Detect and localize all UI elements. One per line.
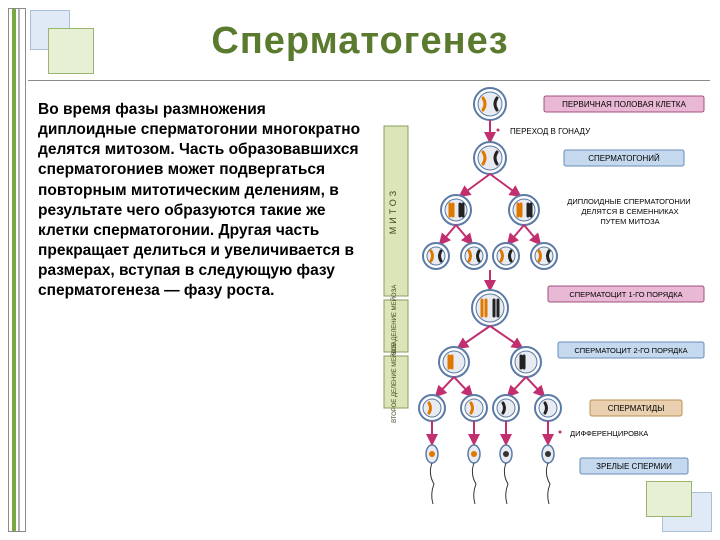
stage-label-8: ЗРЕЛЫЕ СПЕРМИИ	[596, 462, 672, 471]
left-frame	[8, 8, 26, 532]
cell-gonium-left	[441, 195, 471, 225]
stage-label-7: ДИФФЕРЕНЦИРОВКА	[570, 429, 648, 438]
cell-gonium-right	[509, 195, 539, 225]
cell-spermatids	[419, 395, 561, 421]
cell-spermatocyte2-r	[511, 347, 541, 377]
phase-meiosis2: ВТОРОЕ ДЕЛЕНИЕ МЕЙОЗА	[384, 341, 408, 423]
cell-spermatocyte2-l	[439, 347, 469, 377]
stage-label-5: СПЕРМАТОЦИТ 2-ГО ПОРЯДКА	[574, 346, 687, 355]
body-paragraph: Во время фазы размножения диплоидные спе…	[38, 100, 368, 301]
stage-label-2: СПЕРМАТОГОНИЙ	[588, 154, 660, 163]
stage-label-4: СПЕРМАТОЦИТ 1-ГО ПОРЯДКА	[569, 290, 682, 299]
stage-label-transition: ПЕРЕХОД В ГОНАДУ	[510, 127, 591, 136]
phase-mitosis: МИТОЗ	[384, 126, 408, 296]
cell-spermatogonium	[474, 142, 506, 174]
page-title: Сперматогенез	[0, 20, 720, 63]
spermatogenesis-diagram: МИТОЗ ПЕРВОЕ ДЕЛЕНИЕ МЕЙОЗА ВТОРОЕ ДЕЛЕН…	[380, 86, 710, 516]
cell-spermatocyte1	[472, 290, 508, 326]
stage-label-0: ПЕРВИЧНАЯ ПОЛОВАЯ КЛЕТКА	[562, 100, 687, 109]
svg-text:МИТОЗ: МИТОЗ	[388, 188, 398, 235]
cell-row4	[423, 243, 557, 269]
sperm-cells	[426, 445, 554, 504]
horizontal-rule	[28, 80, 710, 81]
svg-text:ВТОРОЕ ДЕЛЕНИЕ МЕЙОЗА: ВТОРОЕ ДЕЛЕНИЕ МЕЙОЗА	[390, 341, 398, 423]
stage-label-3: ДИПЛОИДНЫЕ СПЕРМАТОГОНИИ ДЕЛЯТСЯ В СЕМЕН…	[567, 197, 692, 226]
cell-primordial	[474, 88, 506, 120]
stage-label-6: СПЕРМАТИДЫ	[608, 404, 665, 413]
